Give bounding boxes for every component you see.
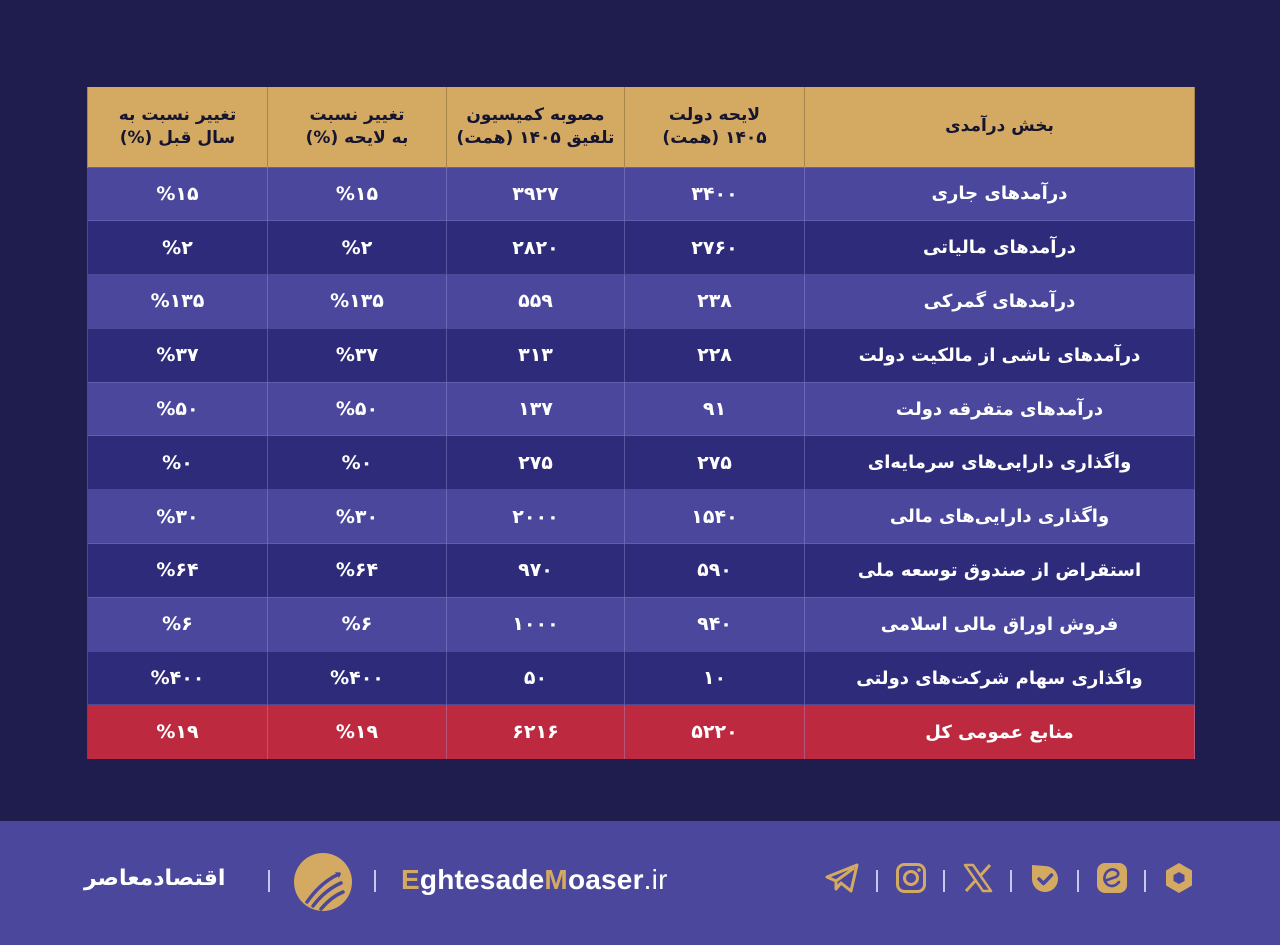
divider xyxy=(1077,870,1079,892)
cell-commission: ۵۵۹ xyxy=(446,274,625,329)
telegram-icon[interactable] xyxy=(824,860,860,896)
cell-section: فروش اوراق مالی اسلامی xyxy=(804,596,1195,652)
cell-change-vs-prev: %۱۵ xyxy=(87,166,268,221)
cell-change-vs-bill: %۱۳۵ xyxy=(267,274,447,329)
cell-change-vs-prev: %۴۰۰ xyxy=(87,650,268,705)
table-row: درآمدهای جاری ۳۴۰۰ ۳۹۲۷ %۱۵ %۱۵ xyxy=(87,166,1195,221)
header-change-vs-bill: تغییر نسبت به لایحه (%) xyxy=(267,87,447,167)
instagram-icon[interactable] xyxy=(893,860,929,896)
cell-section: واگذاری دارایی‌های سرمایه‌ای xyxy=(804,435,1195,490)
cell-change-vs-prev: %۳۷ xyxy=(87,327,268,383)
cell-change-vs-bill: %۰ xyxy=(267,435,447,490)
footer-bar xyxy=(0,821,1280,945)
cell-bill: ۵۲۲۰ xyxy=(624,704,805,759)
x-icon[interactable] xyxy=(960,860,996,896)
brand-name-fa: اقتصادمعاصر xyxy=(84,866,226,891)
cell-section: درآمدهای جاری xyxy=(804,166,1195,221)
cell-change-vs-prev: %۶۴ xyxy=(87,543,268,598)
cell-bill: ۱۵۴۰ xyxy=(624,489,805,544)
table-row: واگذاری دارایی‌های مالی ۱۵۴۰ ۲۰۰۰ %۳۰ %۳… xyxy=(87,489,1195,544)
cell-bill: ۹۴۰ xyxy=(624,596,805,652)
table-row: درآمدهای مالیاتی ۲۷۶۰ ۲۸۲۰ %۲ %۲ xyxy=(87,220,1195,275)
cell-change-vs-bill: %۶۴ xyxy=(267,543,447,598)
table-row: واگذاری سهام شرکت‌های دولتی ۱۰ ۵۰ %۴۰۰ %… xyxy=(87,650,1195,705)
revenue-table: بخش درآمدی لایحه دولت ۱۴۰۵ (همت) مصوبه کم… xyxy=(87,87,1195,759)
cell-change-vs-prev: %۰ xyxy=(87,435,268,490)
cell-change-vs-prev: %۱۹ xyxy=(87,704,268,759)
cell-change-vs-bill: %۵۰ xyxy=(267,381,447,436)
divider xyxy=(1010,870,1012,892)
cell-commission: ۱۰۰۰ xyxy=(446,596,625,652)
table-row: فروش اوراق مالی اسلامی ۹۴۰ ۱۰۰۰ %۶ %۶ xyxy=(87,596,1195,652)
cell-bill: ۱۰ xyxy=(624,650,805,705)
eitaa-icon[interactable] xyxy=(1094,860,1130,896)
cell-section: استقراض از صندوق توسعه ملی xyxy=(804,543,1195,598)
cell-bill: ۲۳۸ xyxy=(624,274,805,329)
cell-commission: ۳۱۳ xyxy=(446,327,625,383)
cell-section: درآمدهای گمرکی xyxy=(804,274,1195,329)
cell-change-vs-prev: %۱۳۵ xyxy=(87,274,268,329)
cell-section: درآمدهای متفرقه دولت xyxy=(804,381,1195,436)
divider xyxy=(1144,870,1146,892)
revenue-table-container: بخش درآمدی لایحه دولت ۱۴۰۵ (همت) مصوبه کم… xyxy=(87,87,1195,759)
table-total-row: منابع عمومی کل ۵۲۲۰ ۶۲۱۶ %۱۹ %۱۹ xyxy=(87,704,1195,759)
brand-logo-icon xyxy=(294,853,352,911)
cell-bill: ۳۴۰۰ xyxy=(624,166,805,221)
rubika-icon[interactable] xyxy=(1161,860,1197,896)
cell-change-vs-bill: %۱۵ xyxy=(267,166,447,221)
cell-commission: ۲۸۲۰ xyxy=(446,220,625,275)
cell-bill: ۵۹۰ xyxy=(624,543,805,598)
cell-change-vs-prev: %۵۰ xyxy=(87,381,268,436)
cell-change-vs-prev: %۲ xyxy=(87,220,268,275)
table-header-row: بخش درآمدی لایحه دولت ۱۴۰۵ (همت) مصوبه کم… xyxy=(87,87,1195,167)
cell-change-vs-prev: %۳۰ xyxy=(87,489,268,544)
cell-commission: ۳۹۲۷ xyxy=(446,166,625,221)
header-change-vs-prev: تغییر نسبت به سال قبل (%) xyxy=(87,87,268,167)
header-government-bill: لایحه دولت ۱۴۰۵ (همت) xyxy=(624,87,805,167)
cell-change-vs-bill: %۱۹ xyxy=(267,704,447,759)
website-link[interactable]: EghtesadeMoaser.ir xyxy=(401,864,668,895)
cell-change-vs-bill: %۳۰ xyxy=(267,489,447,544)
cell-change-vs-bill: %۴۰۰ xyxy=(267,650,447,705)
cell-change-vs-bill: %۳۷ xyxy=(267,327,447,383)
cell-commission: ۲۷۵ xyxy=(446,435,625,490)
table-row: واگذاری دارایی‌های سرمایه‌ای ۲۷۵ ۲۷۵ %۰ … xyxy=(87,435,1195,490)
cell-change-vs-bill: %۶ xyxy=(267,596,447,652)
cell-change-vs-prev: %۶ xyxy=(87,596,268,652)
cell-section: درآمدهای ناشی از مالکیت دولت xyxy=(804,327,1195,383)
table-row: استقراض از صندوق توسعه ملی ۵۹۰ ۹۷۰ %۶۴ %… xyxy=(87,543,1195,598)
cell-bill: ۲۷۶۰ xyxy=(624,220,805,275)
cell-section: واگذاری سهام شرکت‌های دولتی xyxy=(804,650,1195,705)
cell-bill: ۹۱ xyxy=(624,381,805,436)
cell-bill: ۲۷۵ xyxy=(624,435,805,490)
cell-change-vs-bill: %۲ xyxy=(267,220,447,275)
divider xyxy=(876,870,878,892)
table-row: درآمدهای گمرکی ۲۳۸ ۵۵۹ %۱۳۵ %۱۳۵ xyxy=(87,274,1195,329)
divider xyxy=(268,870,270,892)
header-commission: مصوبه کمیسیون تلفیق ۱۴۰۵ (همت) xyxy=(446,87,625,167)
cell-commission: ۲۰۰۰ xyxy=(446,489,625,544)
cell-commission: ۱۳۷ xyxy=(446,381,625,436)
divider xyxy=(943,870,945,892)
bale-icon[interactable] xyxy=(1027,860,1063,896)
cell-section: درآمدهای مالیاتی xyxy=(804,220,1195,275)
cell-commission: ۵۰ xyxy=(446,650,625,705)
cell-commission: ۶۲۱۶ xyxy=(446,704,625,759)
cell-commission: ۹۷۰ xyxy=(446,543,625,598)
cell-section: منابع عمومی کل xyxy=(804,704,1195,759)
header-section: بخش درآمدی xyxy=(804,87,1195,167)
divider xyxy=(374,870,376,892)
table-row: درآمدهای ناشی از مالکیت دولت ۲۲۸ ۳۱۳ %۳۷… xyxy=(87,327,1195,383)
cell-section: واگذاری دارایی‌های مالی xyxy=(804,489,1195,544)
cell-bill: ۲۲۸ xyxy=(624,327,805,383)
table-row: درآمدهای متفرقه دولت ۹۱ ۱۳۷ %۵۰ %۵۰ xyxy=(87,381,1195,436)
